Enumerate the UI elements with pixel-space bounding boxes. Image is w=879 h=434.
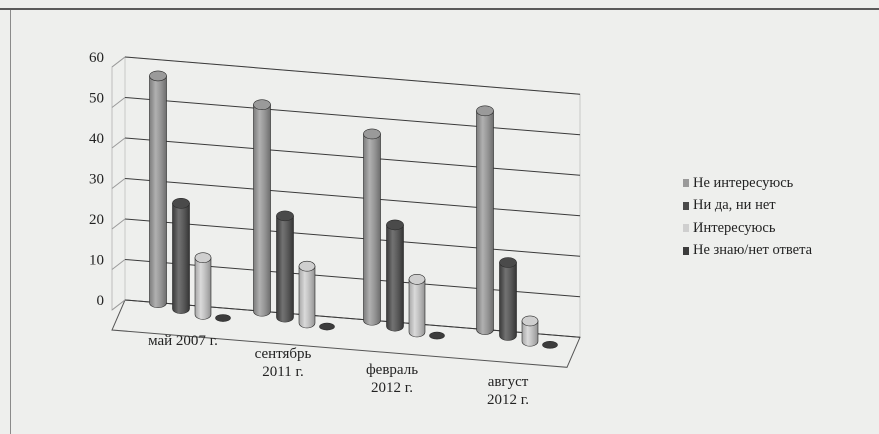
x-category-label: август xyxy=(488,374,529,390)
bar xyxy=(276,210,294,323)
bar xyxy=(499,257,517,341)
bar xyxy=(194,252,212,320)
legend-item: Не знаю/нет ответа xyxy=(683,240,812,263)
legend-item: Не интересуюсь xyxy=(683,172,812,195)
bar xyxy=(215,314,231,322)
bar xyxy=(429,331,445,340)
x-category-label: 2011 г. xyxy=(262,364,303,380)
y-tick-label: 30 xyxy=(89,172,104,188)
gridline xyxy=(124,97,581,136)
gridline xyxy=(124,56,581,95)
gridline xyxy=(124,218,581,257)
legend-label: Не интересуюсь xyxy=(693,174,794,191)
legend-swatch xyxy=(683,224,689,233)
side-gridline xyxy=(111,56,126,68)
bars xyxy=(149,70,558,349)
legend-item: Ни да, ни нет xyxy=(683,195,812,218)
bar xyxy=(521,315,539,347)
side-gridline xyxy=(111,299,126,311)
side-gridline xyxy=(111,97,126,108)
x-category-label: май 2007 г. xyxy=(148,333,218,349)
bar xyxy=(298,260,316,329)
x-axis-categories: май 2007 г. сентябрь 2011 г. февраль 2012 г.… xyxy=(148,333,529,408)
bar xyxy=(542,341,558,349)
bar xyxy=(172,197,190,314)
y-tick-label: 50 xyxy=(89,91,104,107)
x-category-label: сентябрь xyxy=(255,346,312,362)
side-gridline xyxy=(111,137,126,149)
legend: Не интересуюсь Ни да, ни нет Интересуюсь Не… xyxy=(683,172,812,262)
gridline xyxy=(124,137,581,176)
gridline xyxy=(124,178,581,217)
y-tick-label: 60 xyxy=(89,50,104,66)
y-tick-label: 20 xyxy=(89,212,104,228)
top-rule xyxy=(0,8,879,10)
bar xyxy=(476,105,494,335)
side-gridline xyxy=(111,178,126,189)
legend-label: Ни да, ни нет xyxy=(693,197,776,214)
legend-label: Не знаю/нет ответа xyxy=(693,242,813,259)
y-axis-ticks: 0 10 20 30 40 50 60 xyxy=(89,50,104,309)
bar xyxy=(408,273,426,338)
x-category-label: 2012 г. xyxy=(487,392,529,408)
bar xyxy=(363,128,381,326)
bar xyxy=(149,70,167,308)
x-category-label: 2012 г. xyxy=(371,380,413,396)
bar xyxy=(253,99,271,317)
y-tick-label: 0 xyxy=(97,293,105,309)
bar xyxy=(319,322,335,331)
side-gridline xyxy=(111,259,126,270)
legend-swatch xyxy=(683,246,689,255)
x-category-label: февраль xyxy=(366,362,418,378)
legend-swatch xyxy=(683,179,689,188)
y-tick-label: 10 xyxy=(89,253,104,269)
legend-item: Интересуюсь xyxy=(683,217,812,240)
left-rule xyxy=(10,10,11,434)
legend-label: Интересуюсь xyxy=(693,219,776,236)
side-gridline xyxy=(111,218,126,230)
legend-swatch xyxy=(683,201,689,210)
y-tick-label: 40 xyxy=(89,131,104,147)
bar xyxy=(386,219,404,332)
